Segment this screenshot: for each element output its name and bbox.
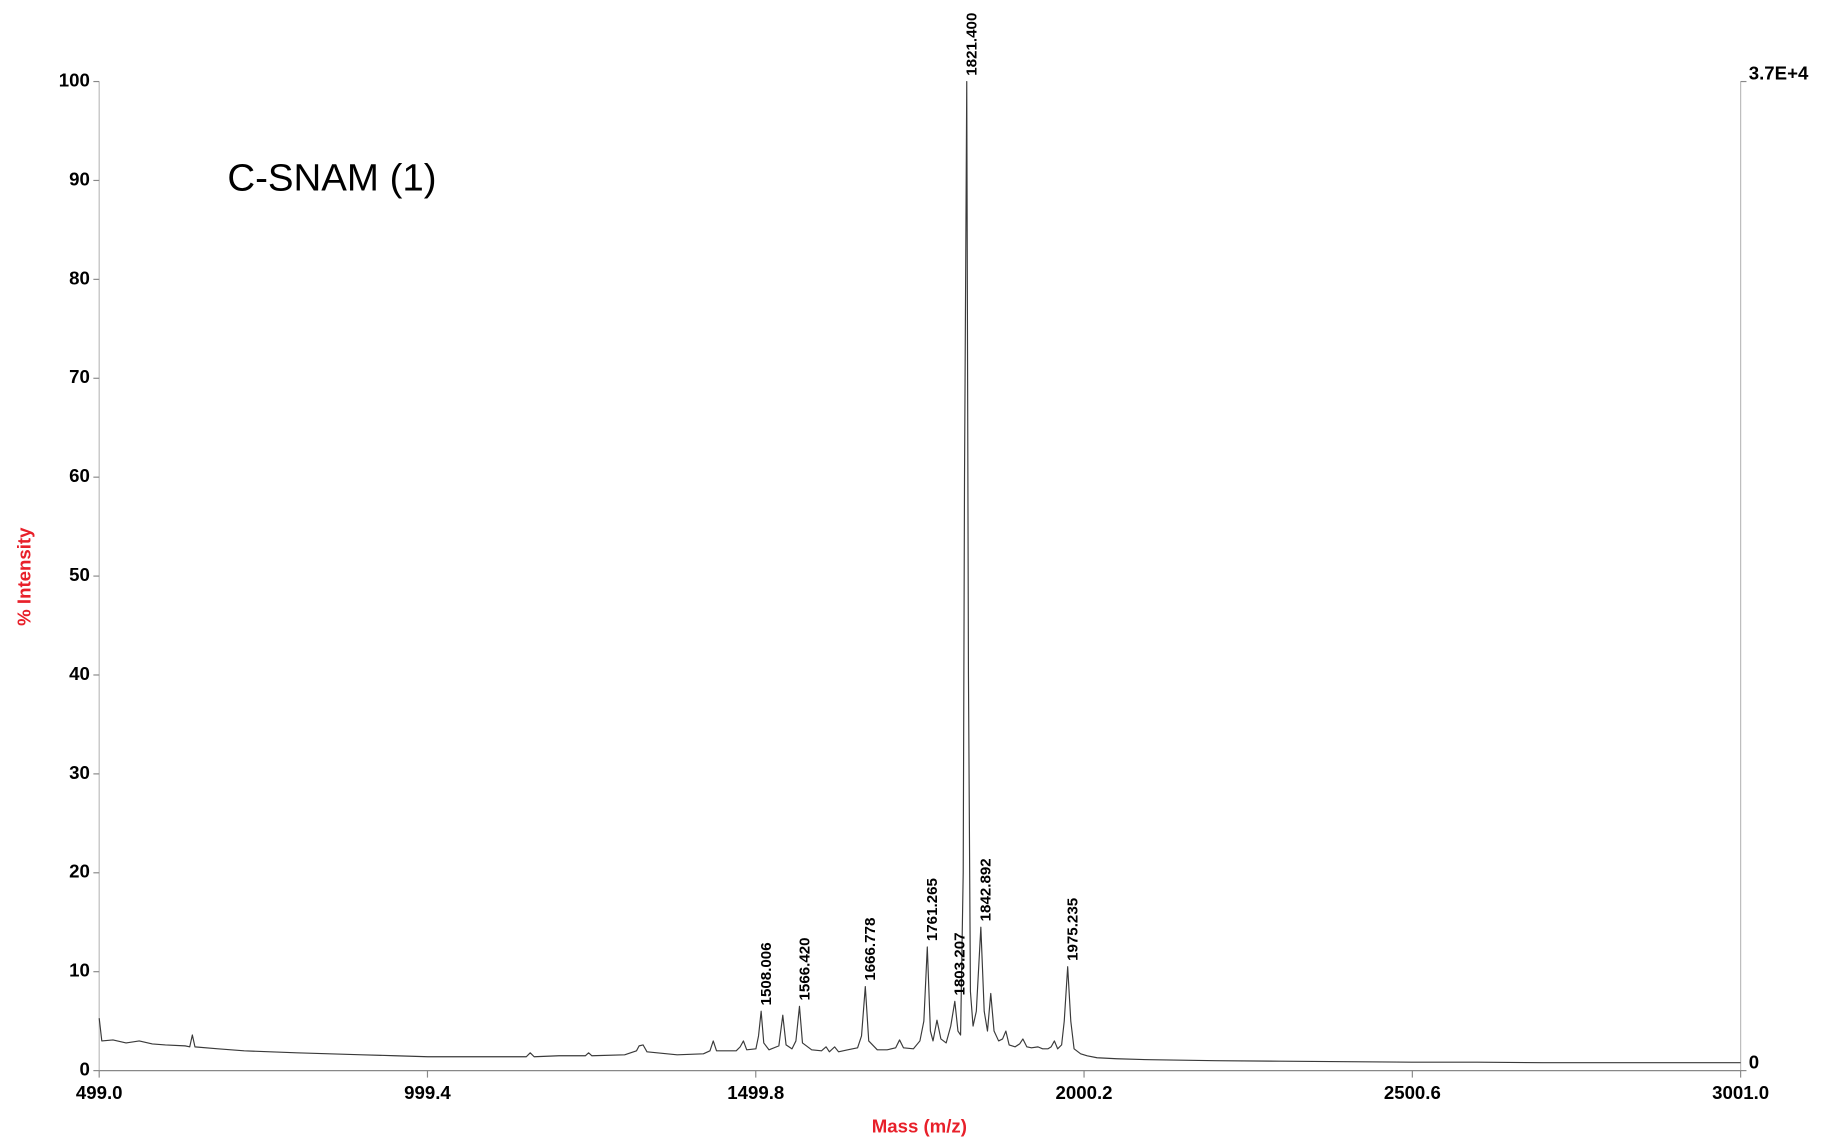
y-tick-label: 80 [69, 267, 90, 288]
y-tick-label: 90 [69, 168, 90, 189]
y-tick-label: 60 [69, 465, 90, 486]
peak-label: 1803.207 [952, 932, 969, 995]
y-tick-label: 0 [80, 1059, 90, 1080]
x-axis-label: Mass (m/z) [872, 1116, 967, 1137]
y-tick-label: 100 [59, 69, 90, 90]
y-axis-label: % Intensity [14, 527, 35, 626]
x-tick-label: 3001.0 [1712, 1082, 1769, 1103]
x-tick-label: 2000.2 [1056, 1082, 1113, 1103]
x-tick-label: 1499.8 [727, 1082, 784, 1103]
peak-label: 1566.420 [796, 937, 813, 1000]
y-tick-label: 50 [69, 564, 90, 585]
chart-title: C-SNAM (1) [227, 157, 436, 200]
y2-tick-label: 3.7E+4 [1749, 62, 1809, 83]
y-tick-label: 20 [69, 861, 90, 882]
y-tick-label: 10 [69, 960, 90, 981]
peak-label: 1761.265 [924, 878, 941, 941]
x-tick-label: 499.0 [76, 1082, 123, 1103]
spectrum-line [98, 80, 1741, 1064]
x-tick-label: 2500.6 [1384, 1082, 1441, 1103]
y2-tick-label: 0 [1749, 1052, 1759, 1073]
peak-label: 1508.006 [758, 942, 775, 1005]
y-tick-label: 70 [69, 366, 90, 387]
y-tick-label: 30 [69, 762, 90, 783]
peak-label: 1975.235 [1064, 898, 1081, 961]
peak-label: 1821.400 [964, 13, 981, 76]
peak-label: 1666.778 [862, 918, 879, 981]
peak-label: 1842.892 [978, 858, 995, 921]
x-tick-label: 999.4 [404, 1082, 451, 1103]
y-tick-label: 40 [69, 663, 90, 684]
